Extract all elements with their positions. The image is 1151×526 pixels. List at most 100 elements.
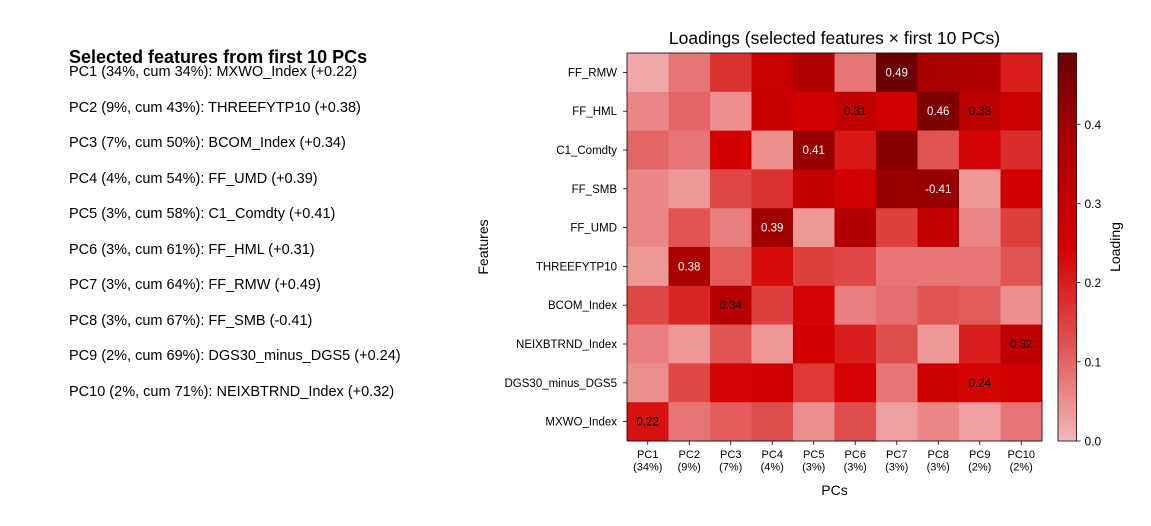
cell-annotation: 0.41 bbox=[803, 145, 825, 157]
colorbar-label: Loading bbox=[1107, 222, 1123, 272]
heatmap-cell bbox=[710, 208, 752, 248]
pc-summary-line: PC7 (3%, cum 64%): FF_RMW (+0.49) bbox=[69, 277, 321, 293]
pc-summary-line: PC4 (4%, cum 54%): FF_UMD (+0.39) bbox=[69, 170, 318, 187]
x-tick-label: PC8 bbox=[928, 449, 949, 461]
y-tick-label: NEIXBTRND_Index bbox=[516, 339, 617, 351]
summary-title: Selected features from first 10 PCs bbox=[69, 47, 368, 67]
pc-summary-line: PC6 (3%, cum 61%): FF_HML (+0.31) bbox=[69, 241, 315, 258]
heatmap-cell bbox=[1000, 208, 1043, 248]
heatmap-cell bbox=[917, 53, 960, 93]
heatmap-cell bbox=[793, 247, 835, 287]
x-tick-sublabel: (4%) bbox=[761, 462, 784, 474]
heatmap-cell bbox=[917, 402, 960, 442]
x-tick-label: PC6 bbox=[845, 449, 866, 461]
y-axis-label: Features bbox=[475, 219, 491, 274]
heatmap-cell bbox=[751, 363, 794, 403]
heatmap-cell bbox=[834, 130, 877, 170]
heatmap-cell bbox=[917, 91, 960, 131]
heatmap-cell bbox=[668, 53, 711, 93]
x-tick-sublabel: (7%) bbox=[719, 462, 742, 474]
cell-annotations: 0.49 0.31 0.46 0.33 0.41 -0.41 0.39 0.38 0.34 0.3… bbox=[637, 67, 1033, 428]
heatmap-cell bbox=[959, 169, 1001, 209]
heatmap-cell bbox=[668, 324, 711, 364]
heatmap-cell bbox=[917, 208, 960, 248]
heatmap-cell bbox=[793, 169, 835, 209]
heatmap-cell bbox=[627, 53, 669, 93]
heatmap-cell bbox=[793, 285, 835, 325]
heatmap-cell bbox=[710, 169, 752, 209]
heatmap-cell bbox=[793, 91, 835, 131]
x-axis-label: PCs bbox=[821, 482, 847, 498]
heatmap-cell bbox=[1000, 285, 1043, 325]
pc-summary-panel: Selected features from first 10 PCs PC1 … bbox=[69, 46, 509, 400]
heatmap-cell bbox=[834, 53, 877, 93]
colorbar-tick-label: 0.0 bbox=[1085, 435, 1102, 449]
heatmap-cell bbox=[668, 130, 711, 170]
heatmap-cell bbox=[834, 285, 877, 325]
heatmap-cell bbox=[793, 208, 835, 248]
y-tick-label: THREEFYTP10 bbox=[536, 261, 617, 273]
y-tick-labels: FF_RMW FF_HML C1_Comdty FF_SMB FF_UMD THREEFY… bbox=[505, 67, 627, 429]
heatmap-cell bbox=[876, 247, 918, 287]
colorbar-tick-label: 0.2 bbox=[1085, 276, 1102, 290]
heatmap-cell bbox=[834, 247, 877, 287]
heatmap-cell bbox=[834, 169, 877, 209]
cell-annotation: 0.24 bbox=[969, 378, 992, 390]
colorbar: 0.0 0.1 0.2 0.3 0.4 bbox=[1057, 52, 1102, 449]
cell-annotation: 0.34 bbox=[720, 300, 743, 312]
x-tick-label: PC4 bbox=[762, 449, 783, 461]
heatmap-cell bbox=[917, 285, 960, 325]
pc-summary-line: PC3 (7%, cum 50%): BCOM_Index (+0.34) bbox=[69, 135, 346, 151]
heatmap-cell bbox=[959, 208, 1001, 248]
heatmap-cell bbox=[627, 130, 669, 170]
colorbar-gradient bbox=[1057, 52, 1077, 442]
heatmap-cell bbox=[834, 208, 877, 248]
x-tick-sublabel: (2%) bbox=[968, 462, 991, 474]
x-tick-sublabel: (34%) bbox=[633, 462, 662, 474]
y-tick-label: C1_Comdty bbox=[556, 145, 617, 157]
heatmap-cell bbox=[876, 53, 918, 93]
chart-title: Loadings (selected features × first 10 P… bbox=[669, 28, 1000, 48]
heatmap-cell bbox=[959, 247, 1001, 287]
heatmap-cell bbox=[876, 208, 918, 248]
heatmap-cell bbox=[1000, 324, 1043, 364]
heatmap-cell bbox=[710, 247, 752, 287]
heatmap-cell bbox=[751, 324, 794, 364]
heatmap-cell bbox=[710, 324, 752, 364]
heatmap-cell bbox=[751, 208, 794, 248]
heatmap-cell bbox=[710, 285, 752, 325]
heatmap-cell bbox=[668, 169, 711, 209]
heatmap-cell bbox=[793, 53, 835, 93]
heatmap-cell bbox=[1000, 130, 1043, 170]
x-tick-sublabel: (9%) bbox=[678, 462, 701, 474]
heatmap-cell bbox=[710, 402, 752, 442]
heatmap-cell bbox=[751, 402, 794, 442]
heatmap-cell bbox=[710, 363, 752, 403]
y-tick-label: DGS30_minus_DGS5 bbox=[505, 378, 618, 390]
heatmap-cell bbox=[1000, 363, 1043, 403]
pc-summary-line: PC5 (3%, cum 58%): C1_Comdty (+0.41) bbox=[69, 206, 336, 222]
x-tick-label: PC7 bbox=[886, 449, 907, 461]
pc-summary-line: PC1 (34%, cum 34%): MXWO_Index (+0.22) bbox=[69, 64, 358, 80]
heatmap-cell bbox=[959, 91, 1001, 131]
x-tick-sublabel: (3%) bbox=[927, 462, 950, 474]
heatmap-cell bbox=[668, 402, 711, 442]
cell-annotation: 0.31 bbox=[844, 106, 866, 118]
heatmap-cell bbox=[627, 363, 669, 403]
heatmap-cell bbox=[834, 324, 877, 364]
x-tick-sublabel: (3%) bbox=[844, 462, 867, 474]
heatmap-cell bbox=[710, 91, 752, 131]
heatmap-cell bbox=[627, 402, 669, 442]
heatmap-cell bbox=[876, 130, 918, 170]
heatmap-cell bbox=[793, 363, 835, 403]
colorbar-tick-label: 0.3 bbox=[1085, 197, 1102, 211]
heatmap-cell bbox=[876, 285, 918, 325]
pc-summary-line: PC2 (9%, cum 43%): THREEFYTP10 (+0.38) bbox=[69, 99, 361, 116]
x-tick-labels: PC1(34%)PC2(9%)PC3(7%)PC4(4%)PC5(3%)PC6(… bbox=[633, 441, 1035, 474]
heatmap-cell bbox=[834, 363, 877, 403]
heatmap-cell bbox=[793, 324, 835, 364]
heatmap-cell bbox=[668, 363, 711, 403]
heatmap-cell bbox=[751, 285, 794, 325]
cell-annotation: 0.39 bbox=[761, 223, 783, 235]
